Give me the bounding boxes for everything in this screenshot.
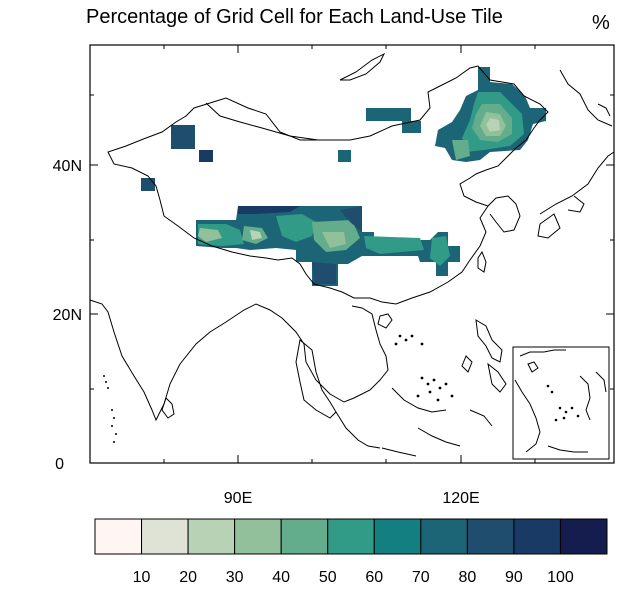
y-label-20n: 20N <box>53 307 82 324</box>
legend-box <box>373 518 422 555</box>
legend-box <box>559 518 608 555</box>
inset-map <box>512 346 610 460</box>
legend-box <box>280 518 329 555</box>
island-dots <box>103 334 454 443</box>
legend-box <box>327 518 375 555</box>
legend-colorbar <box>94 518 608 555</box>
legend-tick-label: 50 <box>319 569 337 586</box>
legend-box <box>187 518 236 555</box>
unit-label: % <box>592 12 610 34</box>
land-use-shading <box>141 67 546 286</box>
axis-ticks <box>90 45 614 463</box>
legend-tick-label: 90 <box>505 569 523 586</box>
legend-box <box>420 518 468 555</box>
legend-tick-label: 100 <box>547 569 574 586</box>
coastlines <box>89 52 615 457</box>
legend-box <box>466 518 515 555</box>
legend-box <box>141 518 189 555</box>
legend-tick-label: 40 <box>272 569 290 586</box>
legend-tick-label: 10 <box>133 569 151 586</box>
y-label-40n: 40N <box>53 158 82 175</box>
x-label-90e: 90E <box>224 490 252 507</box>
legend-tick-label: 30 <box>226 569 244 586</box>
legend-tick-label: 80 <box>458 569 476 586</box>
legend-box <box>234 518 282 555</box>
legend-tick-label: 60 <box>365 569 383 586</box>
legend-box <box>94 518 143 555</box>
x-label-120e: 120E <box>442 490 479 507</box>
legend-tick-label: 70 <box>412 569 430 586</box>
y-label-0: 0 <box>55 456 64 473</box>
legend-tick-label: 20 <box>179 569 197 586</box>
legend-box <box>513 518 561 555</box>
legend-tick-labels: 10 20 30 40 50 60 70 80 90 100 <box>133 569 574 586</box>
map-title: Percentage of Grid Cell for Each Land-Us… <box>86 6 503 28</box>
